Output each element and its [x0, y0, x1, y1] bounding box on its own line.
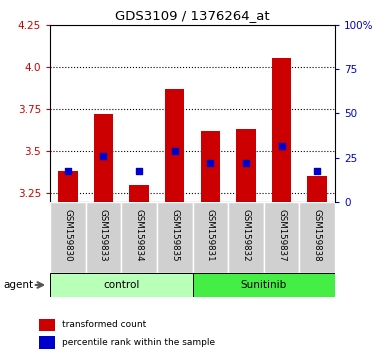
- Text: GSM159830: GSM159830: [64, 210, 72, 262]
- Bar: [192, 202, 228, 273]
- Bar: [157, 202, 192, 273]
- Bar: [38, 336, 55, 349]
- Text: GSM159837: GSM159837: [277, 210, 286, 262]
- Text: GSM159832: GSM159832: [241, 210, 250, 262]
- Bar: [121, 202, 157, 273]
- Text: GSM159838: GSM159838: [313, 210, 321, 262]
- Text: agent: agent: [4, 280, 34, 290]
- Point: [65, 169, 71, 174]
- Point: [136, 169, 142, 174]
- Bar: [300, 202, 335, 273]
- Point: [314, 169, 320, 174]
- Bar: [129, 185, 149, 202]
- Bar: [264, 202, 300, 273]
- Text: GSM159833: GSM159833: [99, 210, 108, 262]
- Text: percentile rank within the sample: percentile rank within the sample: [62, 338, 215, 347]
- Bar: [50, 202, 85, 273]
- Bar: [307, 177, 327, 202]
- Text: transformed count: transformed count: [62, 320, 146, 330]
- Bar: [236, 129, 256, 202]
- Bar: [228, 202, 264, 273]
- Text: GSM159835: GSM159835: [170, 210, 179, 262]
- Point: [243, 160, 249, 166]
- Bar: [50, 273, 192, 297]
- Bar: [58, 171, 78, 202]
- Point: [278, 143, 285, 149]
- Bar: [201, 131, 220, 202]
- Bar: [165, 89, 184, 202]
- Text: GSM159834: GSM159834: [135, 210, 144, 262]
- Point: [100, 153, 107, 159]
- Point: [172, 148, 178, 154]
- Text: Sunitinib: Sunitinib: [241, 280, 287, 290]
- Bar: [38, 319, 55, 331]
- Bar: [192, 273, 335, 297]
- Point: [207, 160, 213, 166]
- Bar: [272, 58, 291, 202]
- Text: control: control: [103, 280, 139, 290]
- Bar: [85, 202, 121, 273]
- Text: GSM159831: GSM159831: [206, 210, 215, 262]
- Title: GDS3109 / 1376264_at: GDS3109 / 1376264_at: [115, 9, 270, 22]
- Bar: [94, 114, 113, 202]
